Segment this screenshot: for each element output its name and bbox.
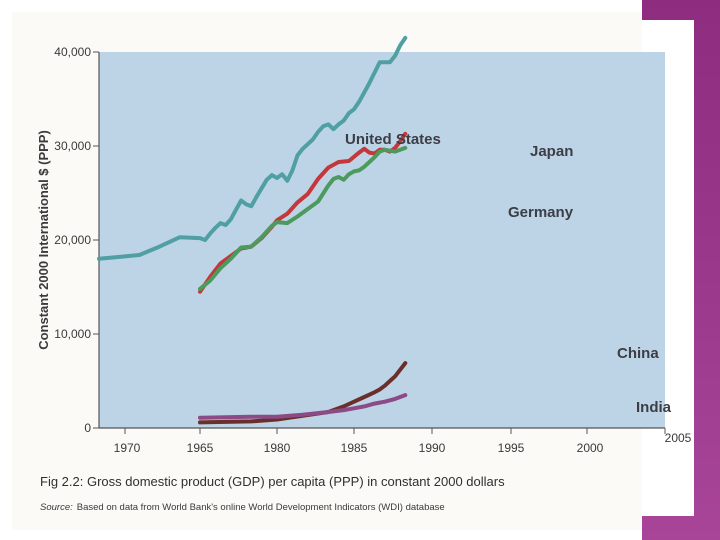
source-key: Source: bbox=[40, 502, 73, 513]
series-line-germany bbox=[198, 145, 408, 291]
x-tick-label: 1995 bbox=[498, 441, 525, 455]
x-ticks: 1970 1965 1980 1985 1990 1995 2000 2005 bbox=[114, 428, 692, 455]
y-tick-label: 30,000 bbox=[54, 139, 91, 153]
series-label-china: China bbox=[617, 345, 659, 362]
series-label-japan: Japan bbox=[530, 143, 573, 160]
y-ticks: 0 10,000 20,000 30,000 40,000 bbox=[54, 45, 99, 435]
series-line-united-states bbox=[97, 35, 408, 261]
x-tick-label: 1990 bbox=[419, 441, 446, 455]
x-tick-label: 2005 bbox=[665, 431, 692, 445]
series-line-china bbox=[198, 361, 408, 425]
y-tick-label: 20,000 bbox=[54, 233, 91, 247]
series-label-germany: Germany bbox=[508, 204, 574, 221]
plot-area bbox=[99, 52, 665, 428]
x-tick-label: 1980 bbox=[264, 441, 291, 455]
series-lines bbox=[97, 35, 408, 425]
figure-caption: Fig 2.2: Gross domestic product (GDP) pe… bbox=[40, 474, 505, 489]
x-tick-label: 1965 bbox=[187, 441, 214, 455]
x-tick-label: 1985 bbox=[341, 441, 368, 455]
figure-source: Source: Based on data from World Bank's o… bbox=[40, 502, 640, 513]
series-label-india: India bbox=[636, 399, 672, 416]
x-tick-label: 1970 bbox=[114, 441, 141, 455]
x-tick-label: 2000 bbox=[577, 441, 604, 455]
source-text: Based on data from World Bank's online W… bbox=[76, 502, 445, 513]
y-tick-label: 40,000 bbox=[54, 45, 91, 59]
y-axis-title: Constant 2000 International $ (PPP) bbox=[36, 130, 51, 350]
y-tick-label: 10,000 bbox=[54, 327, 91, 341]
series-label-united-states: United States bbox=[345, 131, 441, 148]
series-line-india bbox=[198, 393, 408, 420]
y-tick-label: 0 bbox=[84, 421, 91, 435]
